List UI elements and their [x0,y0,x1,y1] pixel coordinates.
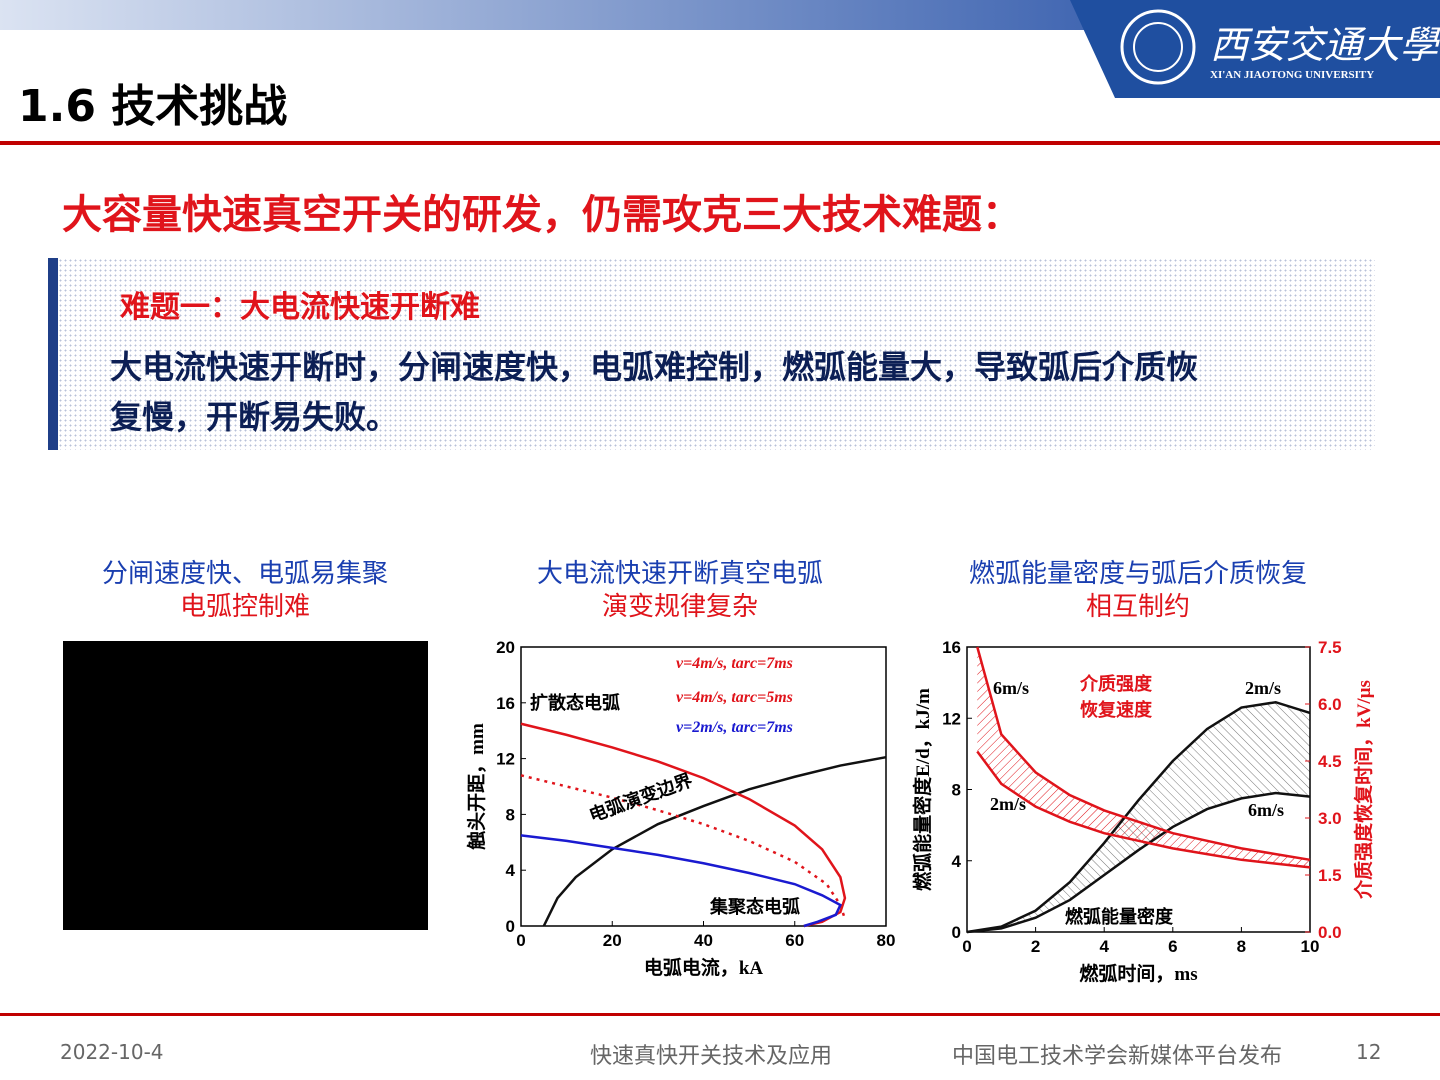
annotation: 扩散态电弧 [530,692,620,713]
footer-publisher: 中国电工技术学会新媒体平台发布 [952,1044,1283,1069]
y-tick-label: 4 [506,861,516,880]
panel-caption: 燃弧能量密度与弧后介质恢复 [968,559,1308,589]
x-tick-label: 0 [962,937,971,956]
x-tick-label: 2 [1031,937,1040,956]
y-tick-label: 0 [506,917,515,936]
x-tick-label: 80 [877,931,896,950]
y2-tick-label: 3.0 [1318,809,1342,828]
y2-axis-label: 介质强度恢复时间，kV/μs [1352,680,1375,900]
problem-body: 大电流快速开断时，分闸速度快，电弧难控制，燃弧能量大，导致弧后介质恢 [110,348,1199,386]
legend-label: v=2m/s, tarc=7ms [676,719,793,736]
legend-label: v=4m/s, tarc=7ms [676,655,793,672]
y-tick-label: 4 [952,852,962,871]
footer-course: 快速真快开关技术及应用 [590,1044,833,1069]
panel-caption: 电弧控制难 [179,592,311,622]
x-tick-label: 20 [603,931,622,950]
band-fill [967,702,1310,932]
y-tick-label: 20 [496,638,515,657]
problem-body: 复慢，开断易失败。 [110,398,399,436]
annotation: 集聚态电弧 [709,896,800,917]
y-axis-label: 触头开距，mm [465,723,488,850]
logo-block: 西安交通大學 XI'AN JIAOTONG UNIVERSITY [1070,0,1440,98]
x-tick-label: 10 [1301,937,1320,956]
title-rule [0,141,1440,145]
panel-caption: 大电流快速开断真空电弧 [536,559,824,589]
y-tick-label: 16 [942,638,961,657]
x-axis-label: 电弧电流，kA [644,956,764,979]
x-tick-label: 6 [1168,937,1177,956]
band-fill [977,647,1310,868]
annotation: 燃弧能量密度 [1065,906,1174,927]
legend-label: v=4m/s, tarc=5ms [676,689,793,706]
x-tick-label: 60 [785,931,804,950]
y2-tick-label: 6.0 [1318,695,1342,714]
x-tick-label: 4 [1099,937,1109,956]
annotation: 2m/s [1245,678,1281,698]
x-tick-label: 8 [1237,937,1246,956]
x-axis-label: 燃弧时间，ms [1079,962,1197,985]
y-tick-label: 12 [942,709,961,728]
top-bar [0,0,1120,30]
slide-title: 1.6 技术挑战 [18,81,288,132]
footer-date: 2022-10-4 [60,1040,164,1064]
x-tick-label: 40 [694,931,713,950]
y2-tick-label: 7.5 [1318,638,1342,657]
problem-subtitle: 难题一：大电流快速开断难 [120,290,480,325]
logo-sub: XI'AN JIAOTONG UNIVERSITY [1210,69,1374,81]
y-tick-label: 0 [952,923,961,942]
footer-page: 12 [1356,1040,1382,1064]
series-line [976,750,1311,869]
problem-box [48,258,1375,450]
series-line [976,646,1311,862]
annotation: 介质强度 [1079,673,1153,694]
logo-name: 西安交通大學 [1210,25,1440,67]
y2-tick-label: 1.5 [1318,866,1342,885]
headline: 大容量快速真空开关的研发，仍需攻克三大技术难题： [62,192,1022,238]
arc-photo [63,641,428,930]
annotation: 6m/s [993,678,1029,698]
series-line [966,791,1311,934]
panel-caption: 分闸速度快、电弧易集聚 [101,559,389,589]
y-tick-label: 8 [952,781,961,800]
charts: 0 20 40 60 80048121620电弧电流，kA触头开距，mmv=4m/s, … [465,638,1375,985]
panel-caption: 相互制约 [1085,592,1191,622]
series-line [520,834,843,928]
annotation: 6m/s [1248,800,1284,820]
y2-tick-label: 4.5 [1318,752,1342,771]
panel-caption: 演变规律复杂 [601,592,759,622]
series-line [520,722,847,928]
series-line [966,700,1311,934]
series-line [542,755,887,927]
x-tick-label: 0 [516,931,525,950]
y2-tick-label: 0.0 [1318,923,1342,942]
y-tick-label: 12 [496,750,515,769]
footer-rule [0,1013,1440,1016]
annotation: 恢复速度 [1080,699,1153,720]
y-tick-label: 16 [496,694,515,713]
y-axis-label: 燃弧能量密度E/d，kJ/m [911,688,934,891]
y-tick-label: 8 [506,805,515,824]
annotation: 2m/s [990,794,1026,814]
